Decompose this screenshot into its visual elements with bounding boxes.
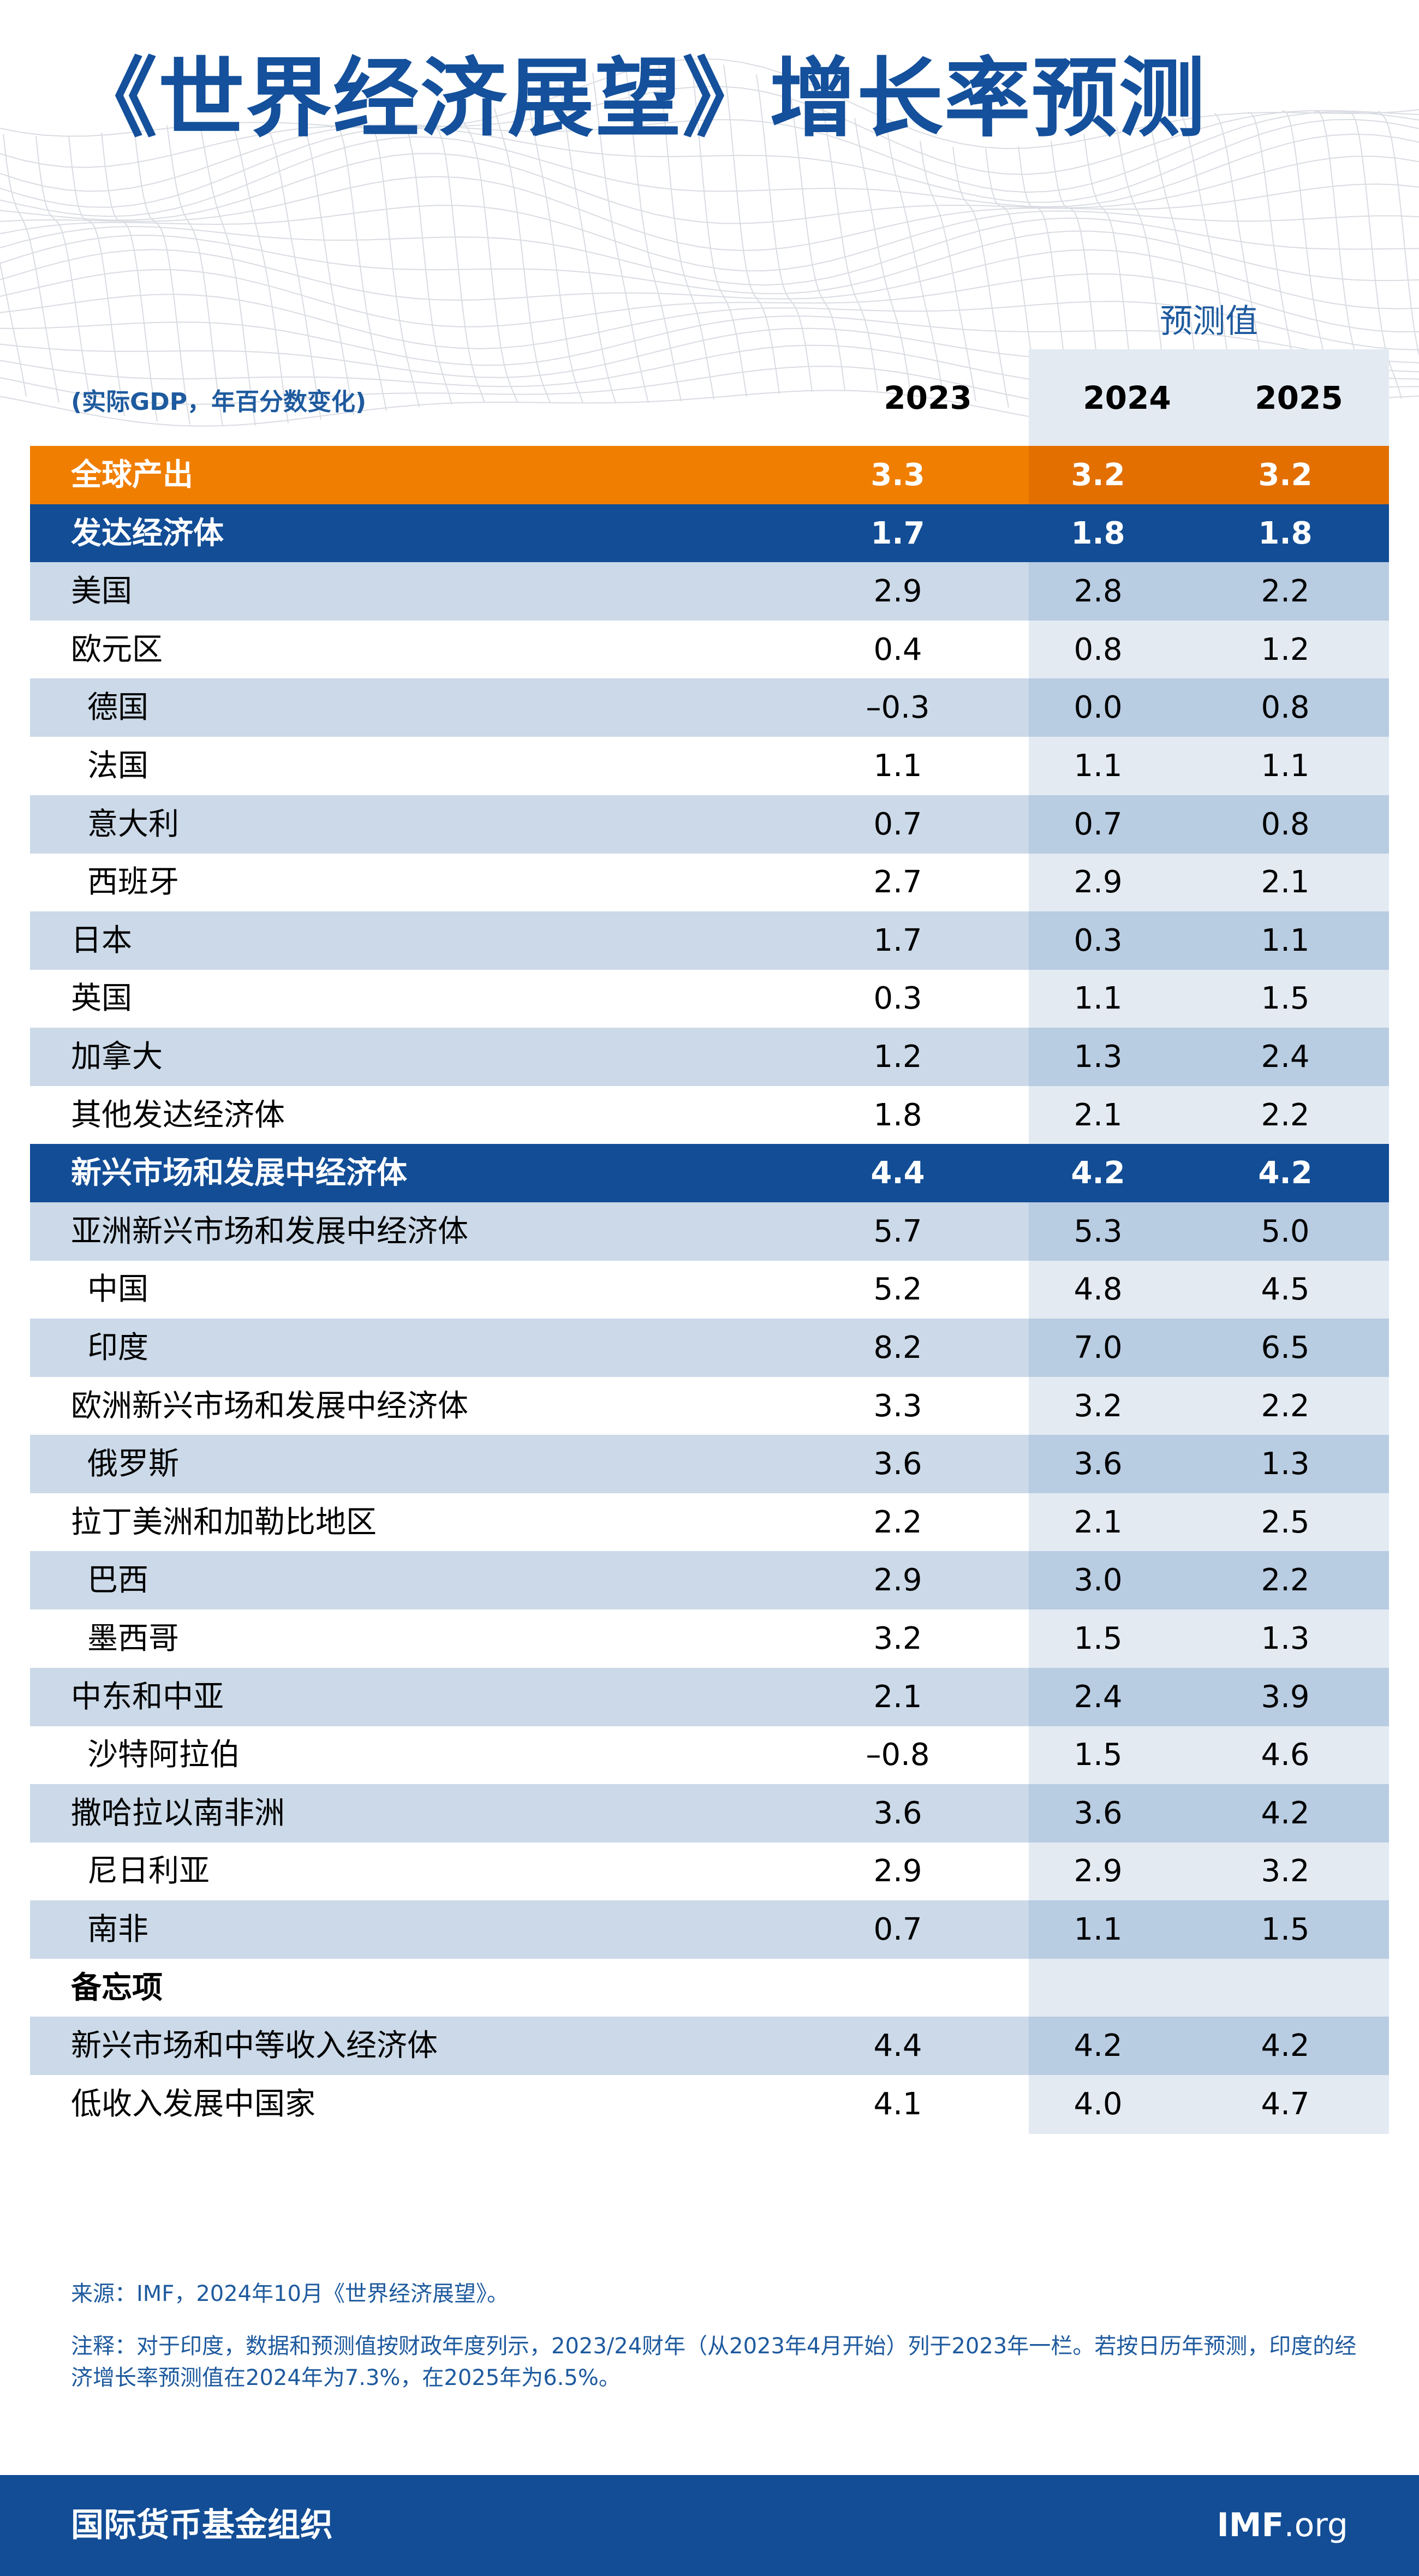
row-label: 新兴市场和发展中经济体 (71, 1155, 407, 1191)
background-mesh-graphic (0, 58, 1419, 429)
cell-value: 3.2 (873, 1621, 922, 1656)
row-label: 巴西 (87, 1563, 148, 1599)
page-title: 《世界经济展望》增长率预测 (71, 49, 1206, 149)
row-label: 中东和中亚 (71, 1679, 224, 1715)
row-label: 英国 (71, 981, 132, 1017)
row-label: 墨西哥 (87, 1621, 179, 1656)
column-header-year: 2024 (1083, 379, 1171, 416)
row-label: 沙特阿拉伯 (87, 1737, 240, 1773)
footer-website[interactable]: IMF.org (1217, 2475, 1348, 2576)
cell-value: 4.1 (873, 2086, 922, 2122)
footnote: 注释：对于印度，数据和预测值按财政年度列示，2023/24财年（从2023年4月… (71, 2334, 1357, 2390)
cell-value: 3.6 (873, 1446, 922, 1482)
row-label: 亚洲新兴市场和发展中经济体 (71, 1213, 468, 1249)
cell-value: –0.3 (866, 690, 930, 726)
row-label: 南非 (87, 1912, 148, 1947)
cell-value: 2.7 (873, 864, 922, 901)
cell-value: 0.7 (873, 1912, 922, 1947)
footer-organization: 国际货币基金组织 (71, 2506, 333, 2544)
cell-value: 0.3 (873, 981, 922, 1017)
row-label: 全球产出 (71, 457, 193, 493)
row-label: 发达经济体 (71, 515, 224, 551)
row-label: 意大利 (87, 806, 179, 842)
row-label: 法国 (87, 748, 148, 784)
column-header-year: 2023 (884, 379, 972, 416)
row-label: 中国 (87, 1272, 148, 1308)
row-label: 欧洲新兴市场和发展中经济体 (71, 1388, 468, 1424)
cell-value: 3.6 (873, 1795, 922, 1831)
cell-value: 1.7 (873, 922, 922, 958)
cell-value: 8.2 (873, 1330, 922, 1365)
row-label: 俄罗斯 (87, 1446, 179, 1482)
cell-value: 0.4 (873, 631, 922, 667)
row-label: 印度 (87, 1330, 148, 1365)
cell-value: 1.8 (873, 1097, 922, 1133)
source-note: 来源：IMF，2024年10月《世界经济展望》。 (71, 2281, 509, 2306)
row-label: 日本 (71, 922, 132, 958)
cell-value: –0.8 (866, 1737, 930, 1773)
row-label: 西班牙 (87, 864, 179, 901)
footer-site-brand: IMF (1217, 2506, 1284, 2544)
cell-value: 2.9 (873, 574, 922, 610)
forecast-label: 预测值 (1160, 302, 1258, 341)
units-label: (实际GDP，年百分数变化) (71, 388, 367, 416)
row-label: 尼日利亚 (87, 1853, 210, 1889)
cell-value: 2.1 (873, 1679, 922, 1715)
row-label: 美国 (71, 574, 132, 610)
cell-value: 4.4 (871, 1155, 925, 1191)
footer-bar: 国际货币基金组织 IMF.org (0, 2475, 1419, 2576)
cell-value: 2.9 (873, 1563, 922, 1599)
cell-value: 1.2 (873, 1039, 922, 1075)
cell-value: 3.3 (871, 457, 925, 493)
row-label: 撒哈拉以南非洲 (71, 1795, 285, 1831)
row-label: 德国 (87, 690, 148, 726)
cell-value: 1.1 (873, 748, 922, 784)
row-label: 加拿大 (71, 1039, 163, 1075)
cell-value: 4.4 (873, 2028, 922, 2064)
cell-value: 1.7 (871, 515, 925, 551)
cell-value (816, 1959, 980, 2017)
column-header-year: 2025 (1255, 379, 1343, 416)
cell-value: 5.2 (873, 1272, 922, 1308)
row-label: 欧元区 (71, 631, 163, 667)
row-label: 备忘项 (71, 1970, 163, 2006)
cell-value: 2.9 (873, 1853, 922, 1889)
cell-value: 0.7 (873, 806, 922, 842)
row-label: 拉丁美洲和加勒比地区 (71, 1504, 377, 1540)
cell-value: 2.2 (873, 1504, 922, 1540)
cell-value: 3.3 (873, 1388, 922, 1424)
row-label: 低收入发展中国家 (71, 2086, 315, 2122)
row-label: 其他发达经济体 (71, 1097, 285, 1133)
forecast-column-panel (1029, 349, 1389, 2134)
row-label: 新兴市场和中等收入经济体 (71, 2028, 438, 2064)
footer-site-domain: .org (1284, 2506, 1348, 2544)
cell-value: 5.7 (873, 1213, 922, 1249)
